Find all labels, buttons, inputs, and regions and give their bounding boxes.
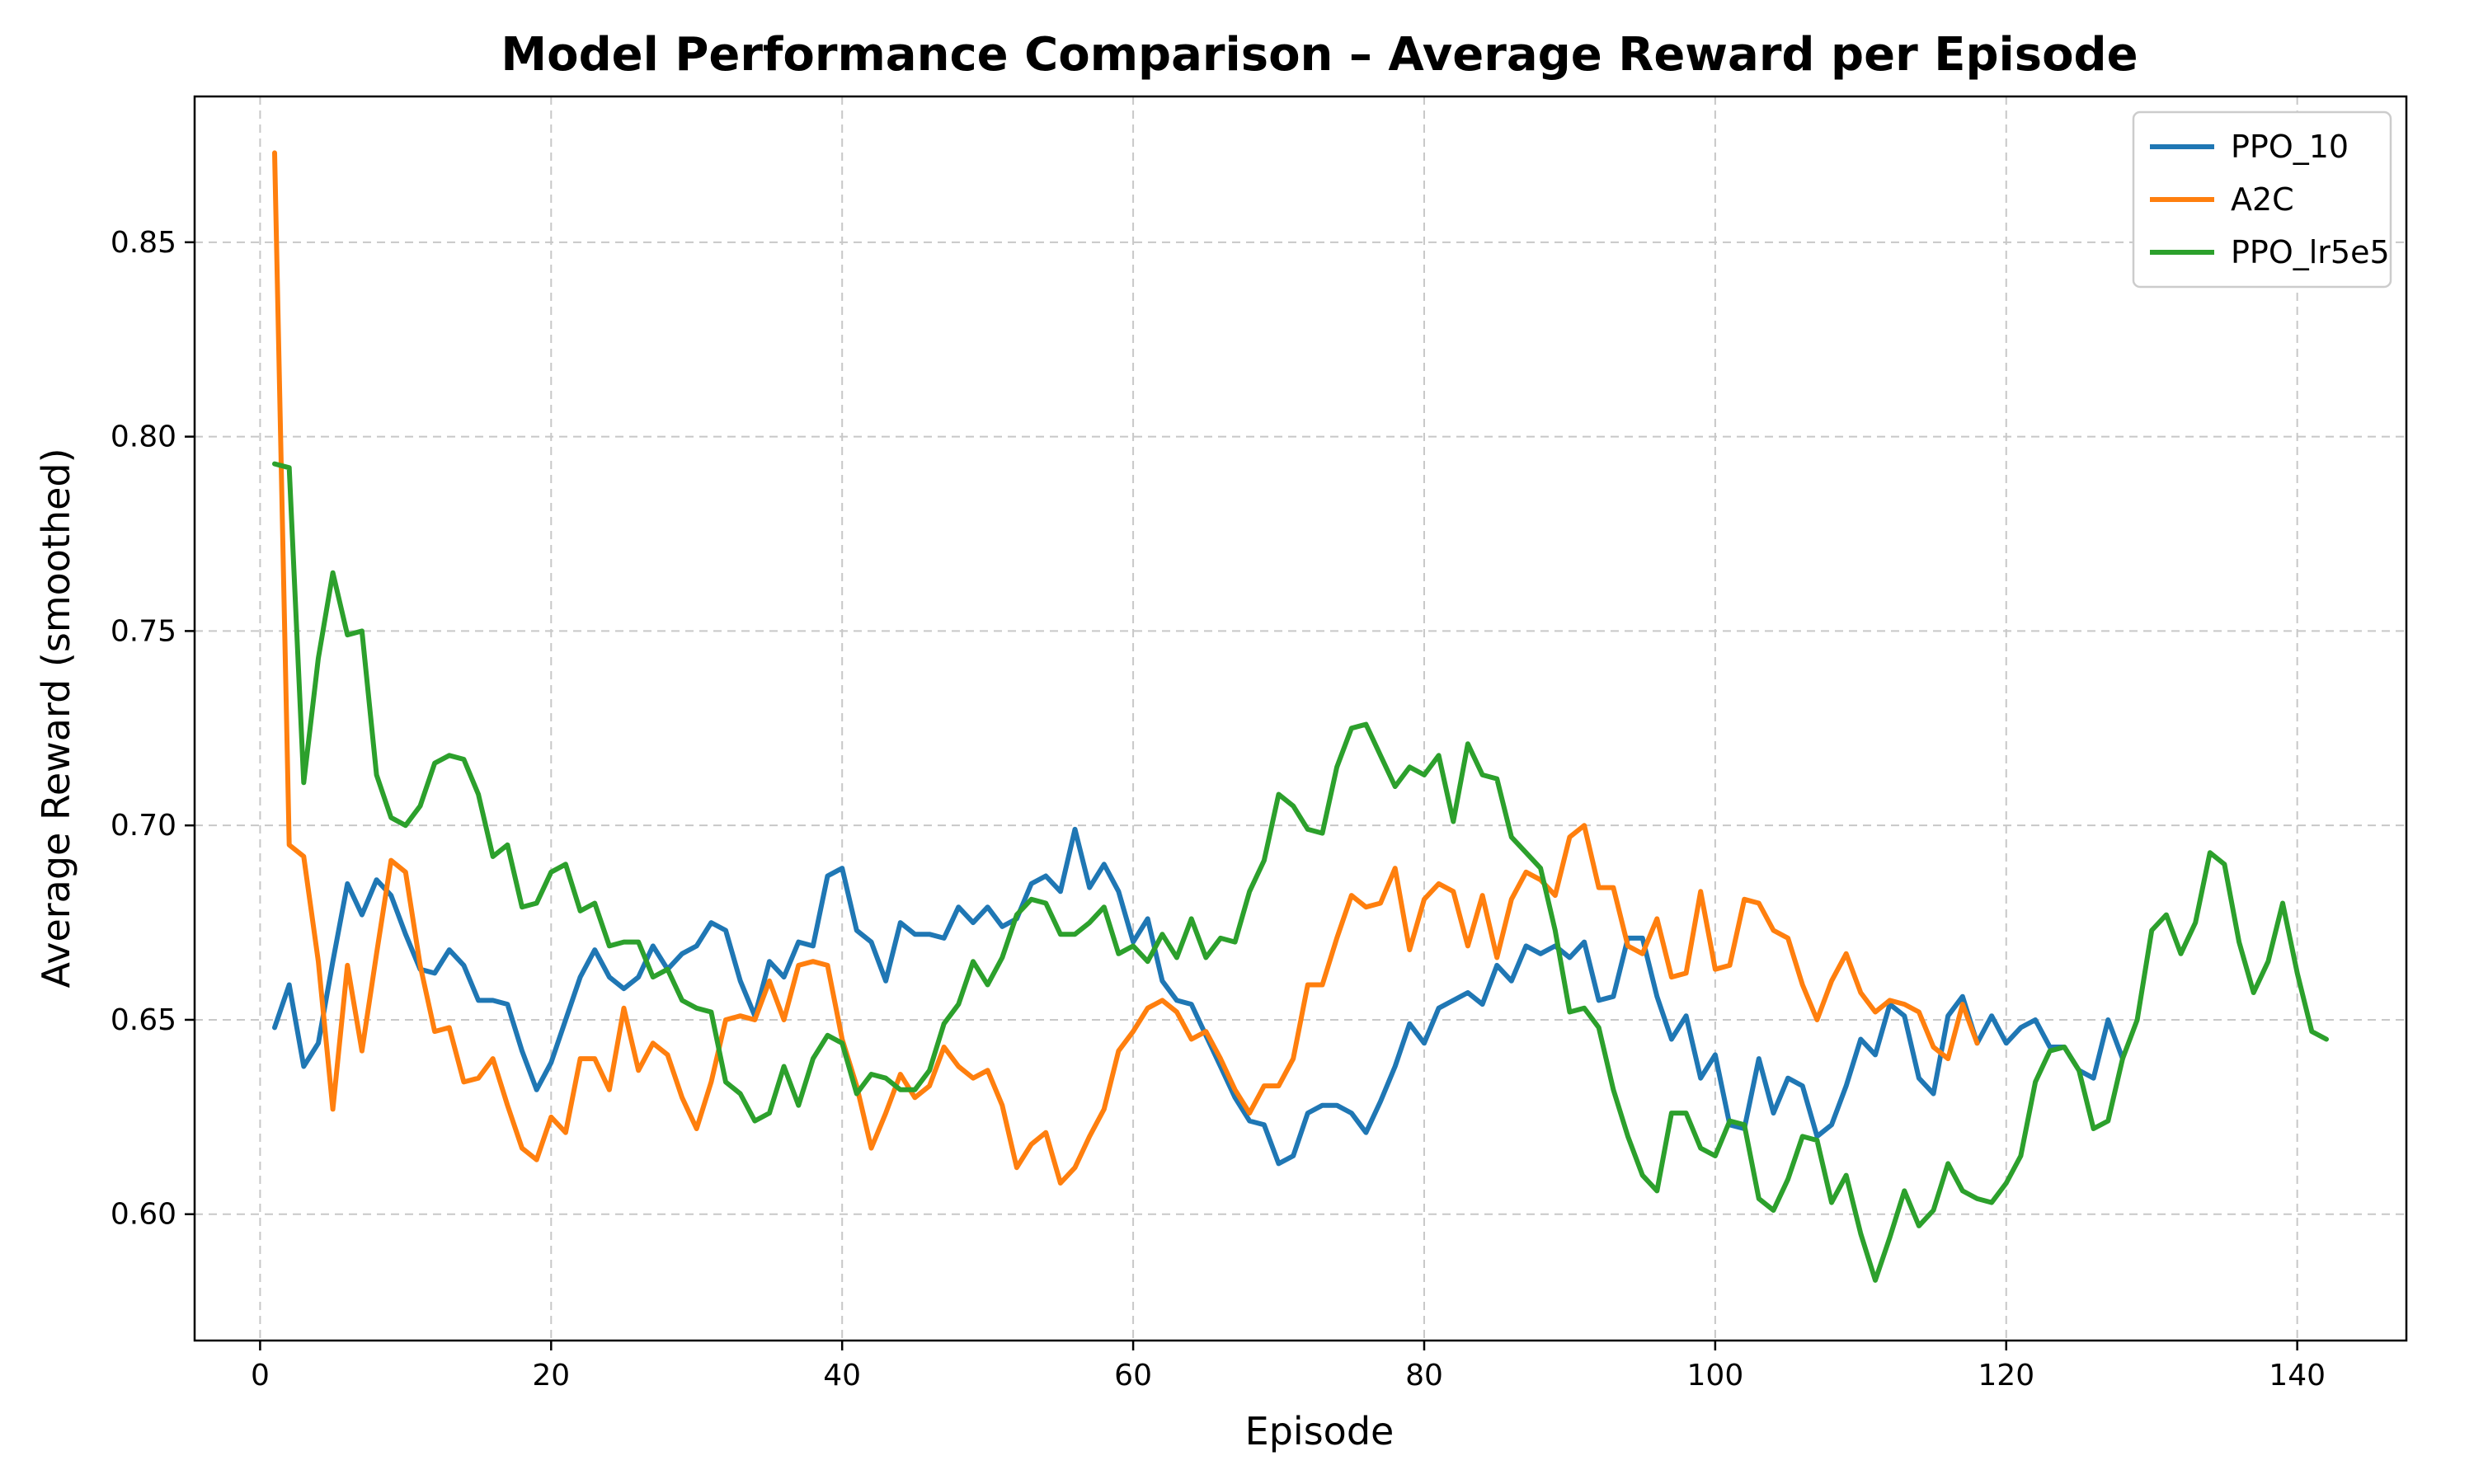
y-tick-label: 0.65 bbox=[111, 1003, 176, 1037]
y-tick-label: 0.80 bbox=[111, 420, 176, 454]
legend: PPO_10 A2C PPO_lr5e5 bbox=[2132, 110, 2392, 289]
legend-label-a2c: A2C bbox=[2231, 181, 2294, 218]
chart-title: Model Performance Comparison – Average R… bbox=[501, 28, 2138, 82]
x-tick-label: 140 bbox=[2269, 1359, 2326, 1392]
x-tick-label: 80 bbox=[1405, 1359, 1443, 1392]
legend-label-ppo-10: PPO_10 bbox=[2231, 129, 2349, 165]
legend-frame bbox=[2132, 110, 2392, 289]
legend-label-ppo-lr5e5: PPO_lr5e5 bbox=[2231, 234, 2390, 270]
tick-layer: 0 20 40 60 80 100 120 140 0.60 0.65 0.70 0.75 0.80 0.… bbox=[111, 226, 2326, 1392]
y-axis-label: Average Reward (smoothed) bbox=[34, 448, 78, 988]
x-axis-label: Episode bbox=[1245, 1409, 1395, 1453]
series-layer bbox=[272, 150, 2329, 1283]
x-tick-label: 0 bbox=[251, 1359, 270, 1392]
x-tick-label: 100 bbox=[1687, 1359, 1744, 1392]
series-line-a2c bbox=[272, 150, 1980, 1186]
x-tick-label: 20 bbox=[532, 1359, 570, 1392]
x-tick-label: 120 bbox=[1978, 1359, 2034, 1392]
grid-layer bbox=[195, 96, 2406, 1341]
y-tick-label: 0.60 bbox=[111, 1198, 176, 1232]
y-tick-label: 0.70 bbox=[111, 809, 176, 843]
y-tick-label: 0.85 bbox=[111, 226, 176, 260]
series-line-ppo-10 bbox=[272, 826, 2125, 1167]
series-line-ppo-lr5e5 bbox=[272, 461, 2329, 1283]
x-tick-label: 40 bbox=[823, 1359, 861, 1392]
x-tick-label: 60 bbox=[1114, 1359, 1152, 1392]
plot-area-frame bbox=[193, 95, 2408, 1342]
y-tick-label: 0.75 bbox=[111, 614, 176, 648]
